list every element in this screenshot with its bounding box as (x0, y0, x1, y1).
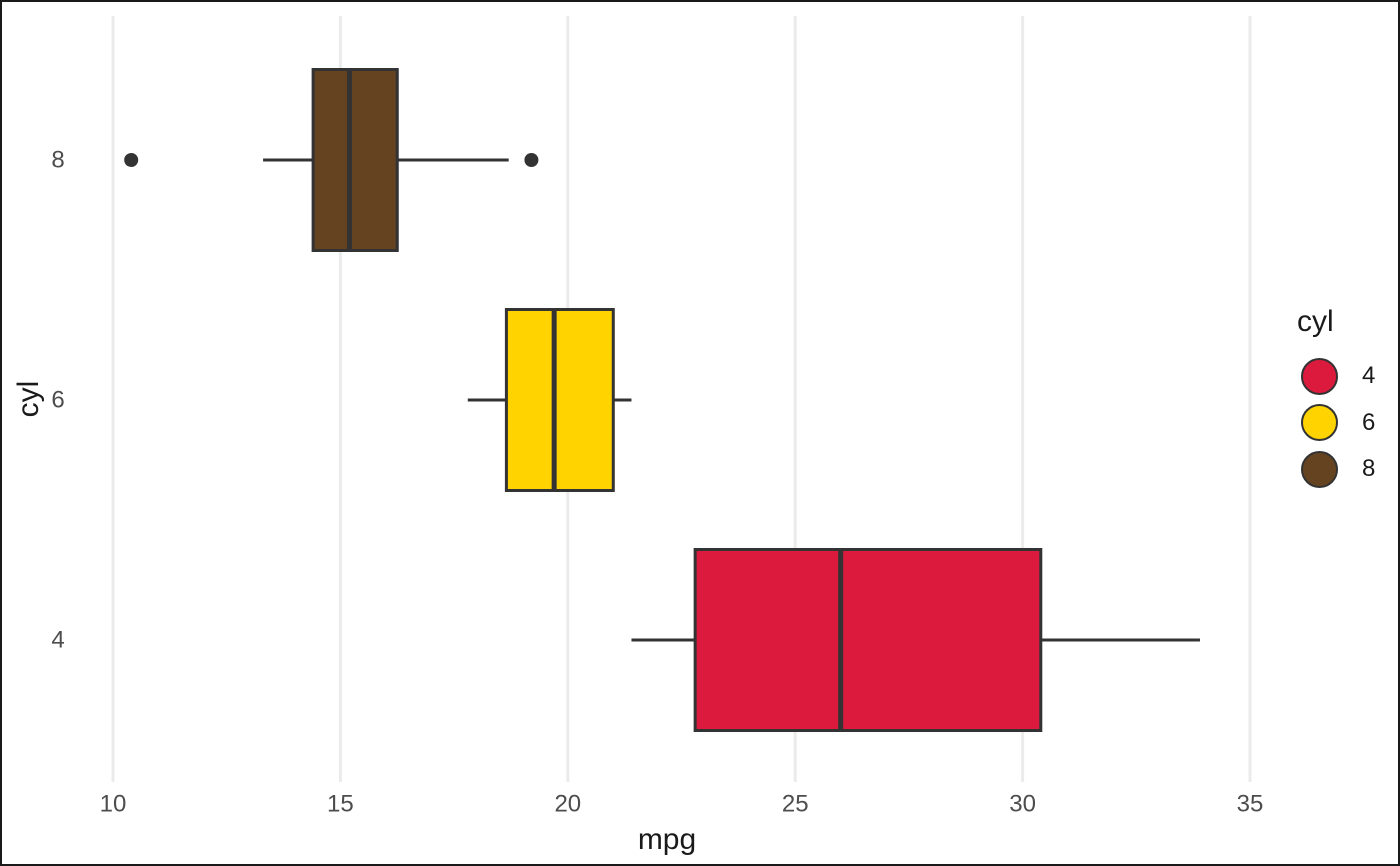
legend-key-circle (1301, 450, 1338, 488)
legend-items: 4 6 8 (1297, 353, 1375, 493)
y-axis-title: cyl (12, 380, 45, 418)
outlier-point (524, 153, 539, 167)
x-tick-label: 35 (1237, 791, 1264, 818)
legend: cyl 4 6 8 (1297, 307, 1375, 493)
box-cyl-8 (311, 68, 399, 252)
x-tick-label: 30 (1009, 791, 1036, 818)
legend-item: 8 (1297, 446, 1375, 493)
x-tick-label: 25 (782, 791, 809, 818)
legend-item-label: 8 (1362, 455, 1376, 483)
y-tick-label: 6 (51, 387, 64, 414)
y-tick-label: 8 (51, 147, 64, 174)
box-cyl-6 (504, 308, 615, 492)
outlier-point (124, 153, 139, 167)
legend-item: 4 (1297, 353, 1375, 400)
y-tick-label: 4 (51, 627, 64, 654)
x-tick-label: 15 (327, 791, 354, 818)
legend-item-label: 6 (1362, 408, 1376, 436)
x-tick-label: 20 (554, 791, 581, 818)
legend-item: 6 (1297, 400, 1375, 447)
x-axis-title: mpg (637, 823, 697, 856)
legend-item-label: 4 (1362, 362, 1376, 390)
legend-key-circle (1301, 357, 1338, 395)
legend-key-circle (1301, 404, 1338, 442)
legend-title: cyl (1297, 305, 1334, 338)
box-cyl-4 (693, 548, 1043, 732)
x-tick-label: 10 (100, 791, 127, 818)
